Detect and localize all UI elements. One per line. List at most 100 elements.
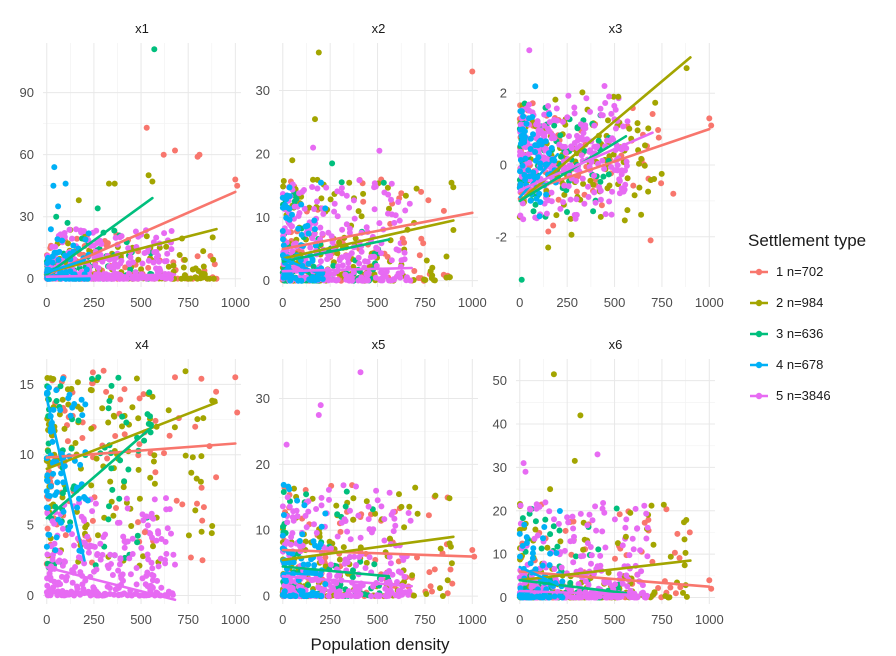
y-tick-label: 0 (500, 158, 507, 173)
scatter-point-series-2 (171, 424, 178, 431)
scatter-point-series-5 (517, 121, 524, 128)
scatter-point-series-5 (368, 593, 375, 600)
scatter-point-series-2 (638, 155, 645, 162)
scatter-point-series-5 (520, 460, 527, 467)
scatter-point-series-2 (326, 538, 333, 545)
scatter-point-series-5 (317, 224, 324, 231)
scatter-point-series-1 (630, 182, 637, 189)
scatter-point-series-4 (532, 83, 539, 90)
scatter-point-series-2 (95, 532, 101, 539)
scatter-point-series-5 (362, 565, 369, 571)
scatter-point-series-2 (197, 478, 204, 485)
scatter-point-series-4 (527, 560, 534, 567)
scatter-point-series-5 (584, 522, 591, 529)
scatter-point-series-5 (133, 581, 140, 588)
scatter-point-series-5 (644, 524, 651, 531)
scatter-point-series-5 (116, 561, 123, 568)
scatter-point-series-2 (129, 404, 136, 411)
scatter-point-series-3 (551, 122, 558, 129)
scatter-point-series-5 (336, 571, 343, 578)
scatter-point-series-2 (421, 276, 428, 283)
trend-line-series-5 (518, 131, 654, 192)
scatter-point-series-5 (344, 528, 351, 535)
trend-line-series-4 (45, 397, 86, 562)
scatter-point-series-5 (612, 125, 619, 132)
scatter-point-series-2 (615, 93, 622, 100)
legend-items: 1 n=702 2 n=984 3 n=636 4 n=678 5 n=3846 (748, 261, 894, 416)
scatter-point-series-4 (532, 157, 539, 164)
scatter-point-series-2 (147, 474, 154, 481)
scatter-point-series-4 (546, 594, 553, 601)
scatter-point-series-5 (400, 557, 407, 563)
scatter-point-series-1 (670, 190, 677, 197)
scatter-point-series-3 (57, 383, 64, 390)
scatter-point-series-5 (571, 140, 578, 146)
scatter-point-series-3 (141, 437, 148, 444)
scatter-point-series-5 (326, 496, 332, 503)
scatter-point-series-1 (616, 511, 623, 518)
scatter-point-series-4 (54, 479, 61, 486)
scatter-point-series-5 (153, 537, 160, 544)
scatter-point-series-5 (286, 503, 293, 510)
scatter-point-series-2 (65, 240, 71, 247)
scatter-point-series-1 (113, 505, 119, 511)
scatter-point-series-5 (523, 105, 530, 112)
scatter-point-series-5 (624, 118, 631, 125)
points (516, 371, 715, 601)
scatter-point-series-5 (388, 196, 394, 203)
scatter-point-series-3 (605, 171, 612, 178)
scatter-point-series-1 (172, 147, 178, 154)
scatter-point-series-4 (308, 592, 314, 599)
scatter-point-series-2 (448, 560, 455, 567)
scatter-point-series-3 (349, 574, 356, 581)
scatter-point-series-1 (196, 151, 203, 158)
scatter-point-series-2 (681, 519, 687, 526)
scatter-point-series-5 (91, 543, 98, 550)
scatter-point-series-5 (584, 136, 590, 143)
scatter-point-series-3 (95, 374, 102, 381)
scatter-point-series-5 (346, 229, 353, 236)
scatter-point-series-5 (81, 590, 88, 597)
scatter-point-series-4 (290, 559, 297, 566)
scatter-point-series-5 (342, 272, 349, 279)
scatter-point-series-5 (371, 206, 378, 213)
scatter-point-series-5 (623, 162, 630, 169)
scatter-point-series-1 (647, 237, 654, 244)
scatter-point-series-4 (43, 543, 50, 550)
scatter-point-series-5 (155, 268, 162, 275)
scatter-point-series-3 (595, 546, 602, 553)
scatter-point-series-2 (88, 482, 95, 489)
scatter-point-series-1 (663, 506, 670, 513)
scatter-point-series-2 (580, 546, 587, 553)
scatter-point-series-1 (686, 529, 693, 536)
scatter-point-series-5 (568, 145, 575, 152)
scatter-point-series-2 (547, 486, 554, 493)
scatter-point-series-5 (80, 539, 87, 546)
scatter-point-series-5 (318, 494, 325, 501)
scatter-point-series-5 (561, 547, 568, 554)
scatter-point-series-5 (94, 240, 101, 246)
scatter-point-series-4 (539, 562, 546, 569)
legend: Settlement type 1 n=702 2 n=984 3 n=636 4 n… (748, 231, 894, 416)
scatter-point-series-5 (357, 369, 364, 376)
scatter-point-series-2 (606, 153, 613, 160)
scatter-point-series-5 (365, 503, 372, 510)
scatter-point-series-5 (311, 521, 317, 528)
scatter-point-series-5 (288, 578, 295, 585)
scatter-point-series-5 (356, 260, 363, 267)
scatter-point-series-5 (317, 258, 324, 265)
scatter-point-series-5 (609, 188, 616, 195)
scatter-point-series-5 (166, 506, 173, 513)
scatter-point-series-4 (311, 217, 318, 224)
scatter-point-series-5 (62, 558, 68, 565)
scatter-point-series-2 (108, 498, 115, 505)
scatter-point-series-3 (121, 478, 128, 485)
trend-line-series-4 (45, 258, 86, 274)
scatter-point-series-5 (339, 226, 346, 233)
scatter-point-series-5 (599, 112, 606, 119)
scatter-point-series-4 (279, 532, 286, 539)
trend-line-series-5 (281, 574, 414, 588)
scatter-point-series-5 (150, 259, 157, 266)
scatter-point-series-1 (674, 530, 681, 537)
